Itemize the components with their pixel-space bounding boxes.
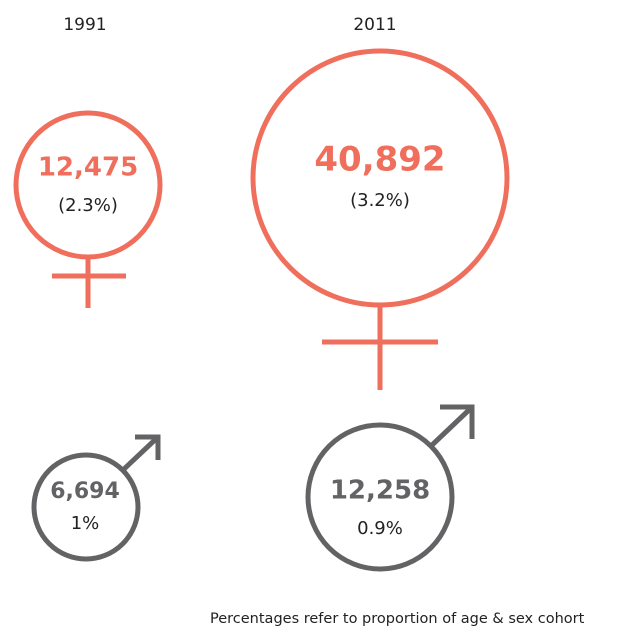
male-symbol (305, 404, 475, 572)
year-label: 2011 (353, 15, 396, 35)
male-share: 1% (71, 513, 100, 534)
female-symbol (13, 110, 163, 308)
footnote: Percentages refer to proportion of age &… (210, 611, 585, 627)
male-share: 0.9% (357, 518, 403, 539)
female-share: (2.3%) (58, 195, 118, 216)
female-symbol (250, 48, 510, 390)
male-symbol (31, 434, 161, 562)
female-count: 40,892 (314, 140, 445, 180)
female-count: 12,475 (38, 153, 138, 183)
male-count: 12,258 (330, 476, 430, 506)
male-count: 6,694 (50, 479, 120, 504)
year-label: 1991 (63, 15, 106, 35)
female-share: (3.2%) (350, 190, 410, 211)
